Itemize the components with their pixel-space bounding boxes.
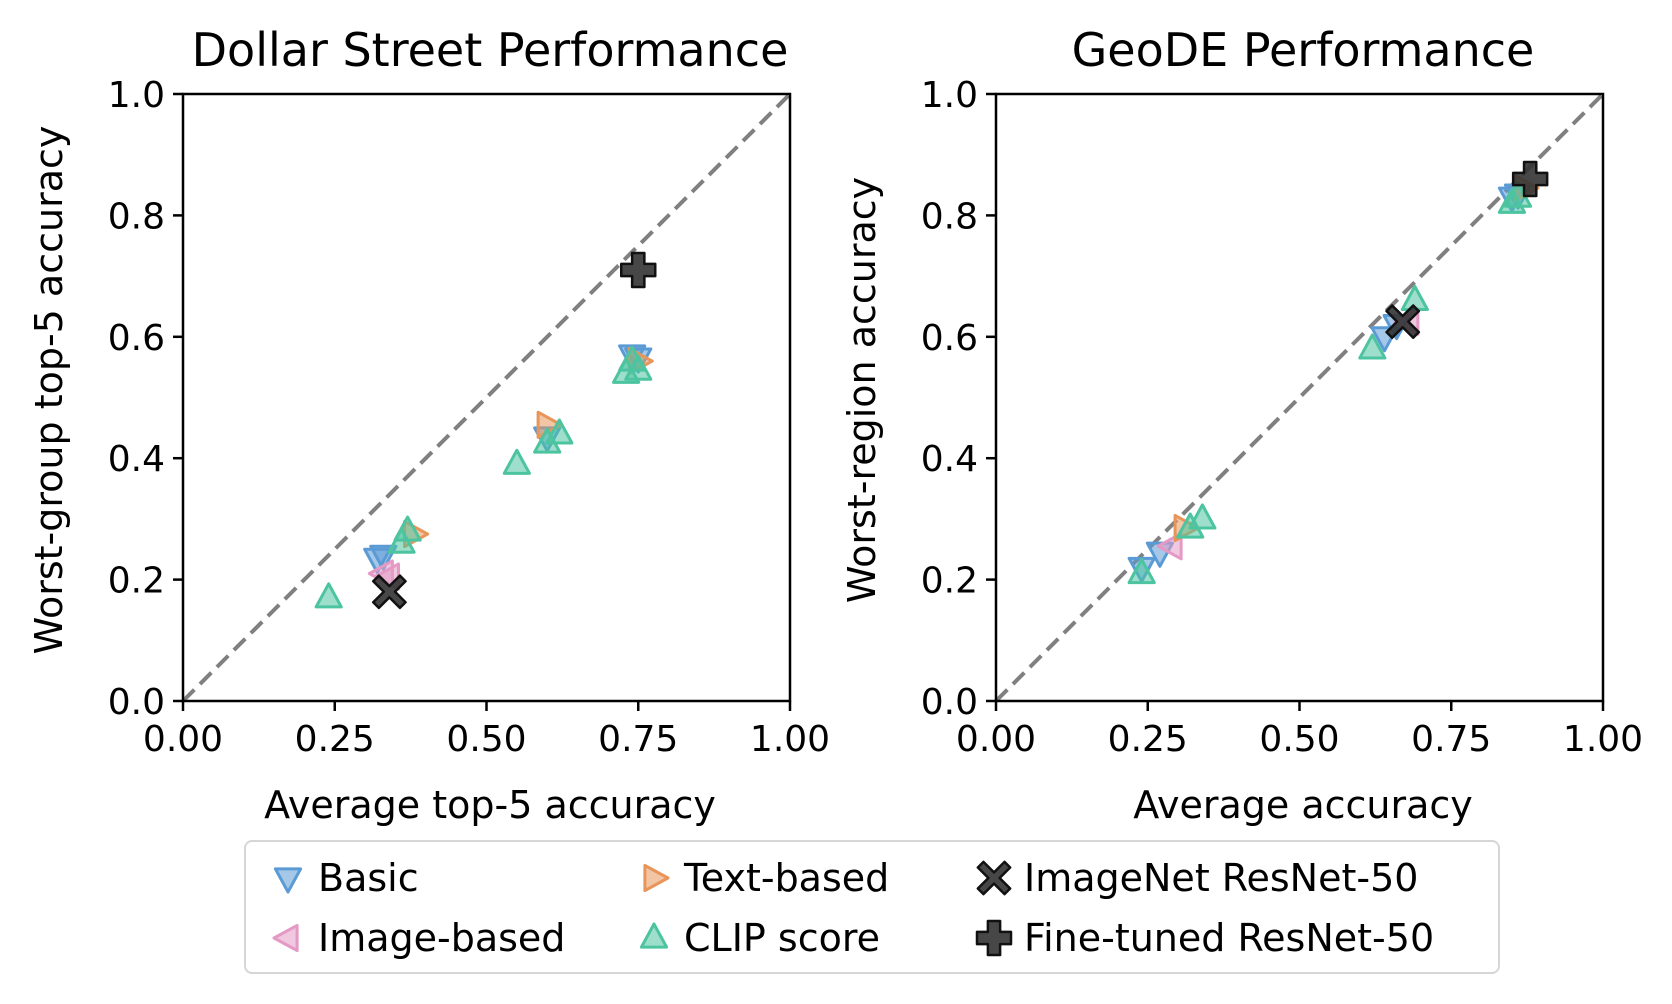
marker-shape [545, 418, 574, 445]
y-axis-label: Worst-region accuracy [840, 177, 884, 603]
plus-marker-icon [975, 919, 1013, 957]
legend-item-text-based: Text-based [632, 852, 889, 904]
y-tick-label: 1.0 [921, 75, 978, 116]
marker-shape [502, 448, 531, 475]
chart-title: Dollar Street Performance [192, 23, 789, 77]
data-point-clip-score [545, 418, 574, 445]
x-tick-label: 0.00 [143, 719, 223, 760]
x-tick-label: 1.00 [750, 719, 830, 760]
legend-label: Fine-tuned ResNet-50 [1024, 916, 1435, 960]
marker-shape [1188, 503, 1217, 530]
legend-marker-shape [272, 923, 299, 953]
legend-marker-shape [639, 922, 669, 949]
x-tick-label: 0.75 [598, 719, 678, 760]
legend-item-image-based: Image-based [266, 912, 565, 964]
y-axis-label: Worst-group top-5 accuracy [27, 126, 71, 655]
marker-shape [314, 582, 343, 609]
legend-label: Text-based [684, 856, 890, 900]
data-point-clip-score [618, 345, 647, 372]
x-tick-label: 0.50 [446, 719, 526, 760]
marker-shape [1385, 304, 1421, 340]
marker-shape [371, 574, 407, 610]
legend-marker-shape [975, 919, 1013, 957]
legend-marker-shape [976, 860, 1012, 896]
marker-shape [620, 251, 657, 289]
y-tick-label: 0.0 [921, 682, 978, 723]
marker-shape [1358, 333, 1387, 360]
y-tick-label: 0.2 [108, 561, 165, 602]
data-point-fine-tuned-resnet-50 [620, 251, 657, 289]
data-point-imagenet-resnet-50 [371, 574, 407, 610]
reference-line-y-equals-x [181, 92, 792, 703]
data-point-imagenet-resnet-50 [1385, 304, 1421, 340]
x-tick-label: 0.50 [1259, 719, 1339, 760]
x-axis-label: Average top-5 accuracy [264, 783, 716, 827]
x-tick-label: 1.00 [1563, 719, 1643, 760]
x-tick-label: 0.25 [295, 719, 375, 760]
data-point-fine-tuned-resnet-50 [1511, 160, 1549, 198]
data-point-clip-score [1127, 558, 1156, 585]
triangle-right-icon [643, 863, 670, 893]
triangle-down-icon [273, 867, 303, 894]
marker-shape [618, 345, 647, 372]
x-tick-label: 0.25 [1108, 719, 1188, 760]
x-tick-label: 0.00 [956, 719, 1036, 760]
legend-marker-shape [273, 867, 303, 894]
marker-shape [1511, 160, 1549, 198]
y-tick-label: 0.8 [108, 196, 165, 237]
x-axis-label: Average accuracy [1133, 783, 1473, 827]
x-marker-icon [976, 860, 1012, 896]
legend-label: ImageNet ResNet-50 [1024, 856, 1419, 900]
triangle-up-icon [639, 922, 669, 949]
data-point-clip-score [1188, 503, 1217, 530]
data-point-clip-score [1358, 333, 1387, 360]
legend-item-imagenet-resnet50: ImageNet ResNet-50 [972, 852, 1418, 904]
legend-label: CLIP score [684, 916, 881, 960]
data-point-clip-score [502, 448, 531, 475]
legend-item-finetuned-resnet50: Fine-tuned ResNet-50 [972, 912, 1434, 964]
y-tick-label: 0.4 [921, 439, 978, 480]
chart-title: GeoDE Performance [1072, 23, 1535, 77]
legend-label: Basic [318, 856, 419, 900]
y-tick-label: 0.8 [921, 196, 978, 237]
panel-geode: GeoDE Performance Average accuracy Worst… [840, 23, 1643, 827]
y-tick-label: 0.4 [108, 439, 165, 480]
x-tick-label: 0.75 [1411, 719, 1491, 760]
data-point-clip-score [314, 582, 343, 609]
triangle-left-icon [272, 923, 299, 953]
legend: Basic Text-based ImageNet ResNet-50 Imag… [244, 840, 1500, 974]
y-tick-label: 1.0 [108, 75, 165, 116]
y-tick-label: 0.2 [921, 561, 978, 602]
legend-marker-shape [643, 863, 670, 893]
plot-area: 0.00 0.25 0.50 0.75 1.00 0.0 0.2 0.4 0.6 0.8 1.0 [108, 75, 830, 760]
figure-canvas: Dollar Street Performance Average top-5 … [27, 23, 1643, 827]
y-tick-label: 0.6 [921, 318, 978, 359]
plot-area: 0.00 0.25 0.50 0.75 1.00 0.0 0.2 0.4 0.6 0.8 1.0 [921, 75, 1643, 760]
legend-item-clip-score: CLIP score [632, 912, 880, 964]
legend-label: Image-based [318, 916, 566, 960]
legend-item-basic: Basic [266, 852, 419, 904]
marker-shape [393, 515, 422, 542]
y-tick-label: 0.0 [108, 682, 165, 723]
marker-shape [1127, 558, 1156, 585]
data-point-clip-score [393, 515, 422, 542]
panel-dollar-street: Dollar Street Performance Average top-5 … [27, 23, 830, 827]
y-tick-label: 0.6 [108, 318, 165, 359]
